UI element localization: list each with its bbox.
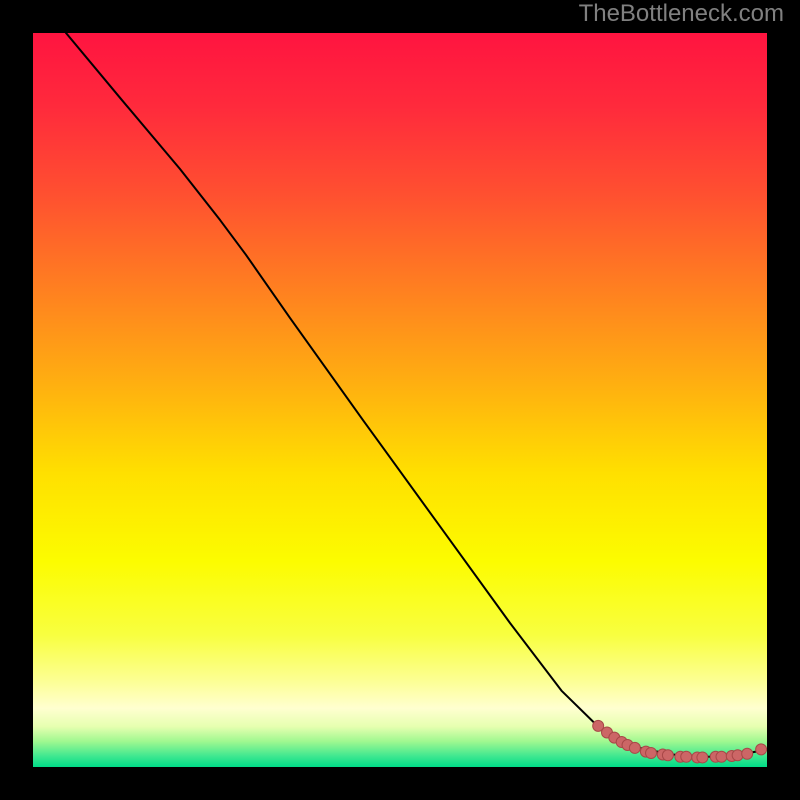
watermark-text: TheBottleneck.com [579,0,784,28]
frame-left [0,0,33,800]
data-marker [681,751,692,762]
frame-right [767,0,800,800]
data-marker [716,751,727,762]
plot-area [33,33,767,767]
data-marker [742,748,753,759]
data-marker [697,752,708,763]
data-marker [646,748,657,759]
data-marker [662,750,673,761]
data-marker [756,744,767,755]
gradient-background [33,33,767,767]
frame-bottom [0,767,800,800]
data-marker [629,742,640,753]
